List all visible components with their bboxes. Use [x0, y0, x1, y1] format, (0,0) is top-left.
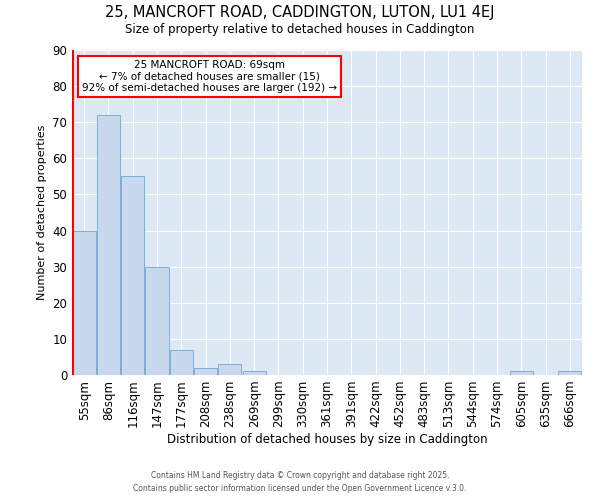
Text: 25, MANCROFT ROAD, CADDINGTON, LUTON, LU1 4EJ: 25, MANCROFT ROAD, CADDINGTON, LUTON, LU… — [105, 6, 495, 20]
Bar — [121, 176, 144, 375]
Text: 25 MANCROFT ROAD: 69sqm
← 7% of detached houses are smaller (15)
92% of semi-det: 25 MANCROFT ROAD: 69sqm ← 7% of detached… — [82, 60, 337, 93]
X-axis label: Distribution of detached houses by size in Caddington: Distribution of detached houses by size … — [167, 433, 487, 446]
Bar — [145, 266, 169, 375]
Bar — [242, 372, 266, 375]
Bar — [218, 364, 241, 375]
Bar — [510, 372, 533, 375]
Bar — [194, 368, 217, 375]
Bar — [97, 115, 120, 375]
Y-axis label: Number of detached properties: Number of detached properties — [37, 125, 47, 300]
Bar — [73, 230, 95, 375]
Text: Size of property relative to detached houses in Caddington: Size of property relative to detached ho… — [125, 22, 475, 36]
Text: Contains HM Land Registry data © Crown copyright and database right 2025.
Contai: Contains HM Land Registry data © Crown c… — [133, 472, 467, 493]
Bar — [170, 350, 193, 375]
Bar — [559, 372, 581, 375]
